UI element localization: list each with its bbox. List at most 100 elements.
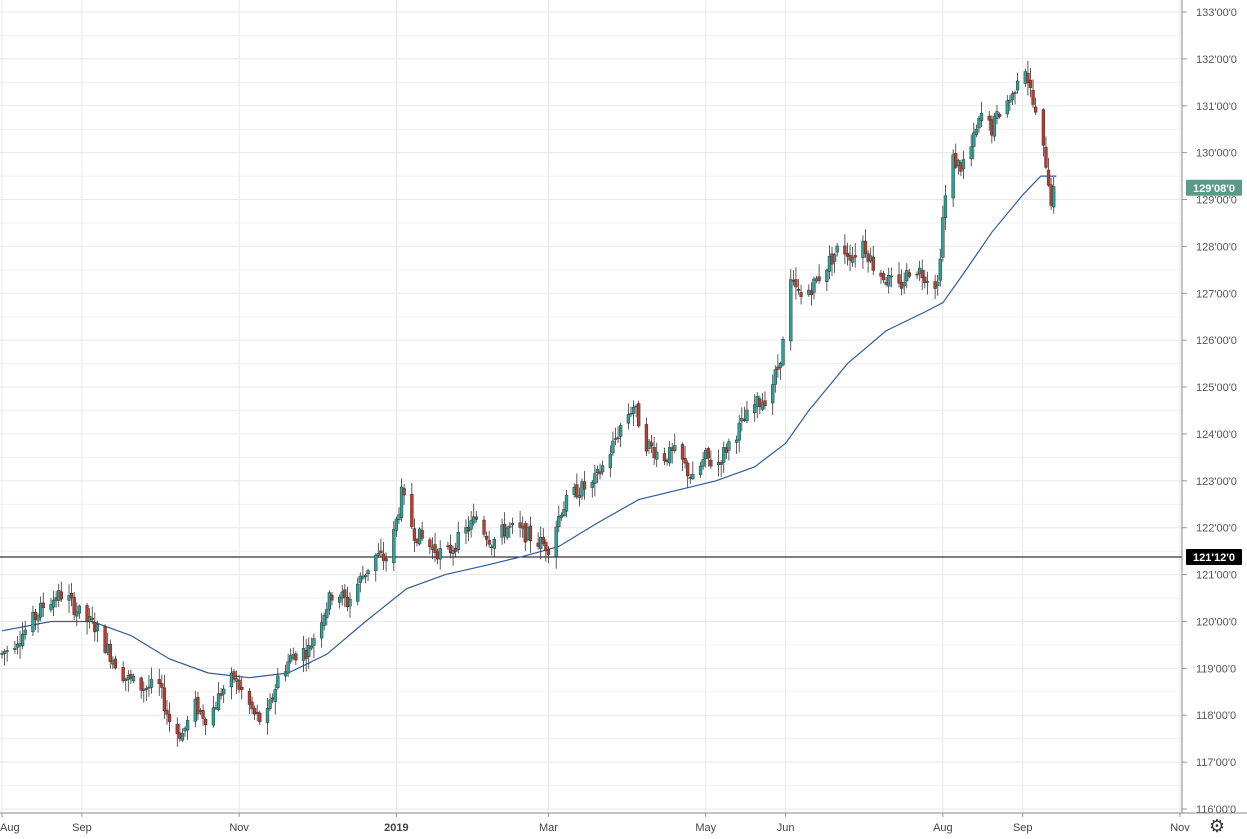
candle-body-up [611,440,615,454]
candle [229,667,234,700]
candle [412,518,417,552]
candle [923,269,927,289]
candle [131,673,136,684]
candle [616,426,620,444]
candle-body-up [322,615,326,626]
candle [325,602,329,626]
candle [180,728,185,742]
candle-body-up [564,495,569,512]
candle [69,583,74,607]
candle [232,669,236,684]
candle [121,661,125,684]
candle [789,269,793,351]
candle-body-up [276,675,280,689]
candle-body-up [727,441,731,451]
candle-body-down [484,535,489,540]
candle [356,577,360,606]
candle-body-up [268,699,272,709]
candle [631,400,636,426]
candle [72,591,76,621]
candle-body-up [626,414,631,424]
candle-body-up [835,245,839,253]
candle [977,115,981,133]
candle [237,674,241,693]
candle [595,465,600,484]
candle [124,677,128,692]
candle [559,512,564,521]
candle-body-up [616,437,620,439]
candle-body-down [240,686,244,691]
candle [2,649,7,666]
candle-body-up [773,369,777,385]
candle-body-up [505,527,509,538]
candle-body-up [557,515,561,528]
candle [613,427,618,446]
candle-body-up [144,688,149,690]
candle-body-down [196,697,200,715]
candle [283,664,288,682]
candle [41,592,45,617]
candle-body-down [90,618,94,620]
candle-body-up [618,425,623,437]
candle-body-up [760,402,765,410]
candle [258,710,262,725]
candle [825,268,829,292]
candle-body-down [410,494,414,527]
moving-average-line [1,175,1057,679]
candle-body-down [897,274,901,284]
candle [456,521,460,554]
candle [889,267,893,288]
candle [722,441,726,474]
candle [1046,157,1051,187]
candle-body-down [1041,109,1046,146]
candle [866,250,870,273]
candle-body-up [613,438,618,440]
candle [835,242,839,257]
candle-body-down [252,708,257,715]
candle [626,403,631,430]
candle [673,433,677,454]
candle-body-down [103,626,107,653]
candle-body-down [817,276,821,281]
candle-body-down [72,596,76,615]
candle [737,414,741,453]
settings-button[interactable]: ⚙ [1204,814,1230,838]
candle-body-down [923,276,927,283]
candle [366,568,370,581]
candle-body-down [237,679,241,690]
candle [590,479,594,498]
candle [546,546,551,564]
candle [433,532,437,563]
y-tick-label: 128'00'0 [1196,241,1237,253]
candle-body-up [361,575,365,579]
candle [871,245,875,276]
candle [618,422,623,447]
candle [577,487,582,507]
candle-body-up [925,281,930,283]
candle-body-up [734,439,739,443]
candle [781,336,785,367]
candle [564,489,569,518]
candle [753,394,757,422]
candle [544,539,548,562]
candle-body-down [157,679,161,685]
candle-body-down [907,272,911,277]
candle [1033,97,1038,115]
y-tick-label: 120'00'0 [1196,616,1237,628]
x-tick-label: Mar [539,822,558,834]
candle-body-up [608,454,612,468]
candle-body-down [428,539,432,548]
candle-body-up [399,486,404,518]
candle [799,284,803,305]
candle-body-up [691,473,695,479]
candle-body-up [629,413,633,415]
x-tick-label: Sep [1013,822,1033,834]
candle-body-up [889,275,893,278]
candle [745,400,749,424]
candle [897,261,901,288]
x-tick-label: May [695,822,716,834]
candle [376,543,380,558]
price-labels: 121'12'0 129'08'0 [1186,179,1242,566]
